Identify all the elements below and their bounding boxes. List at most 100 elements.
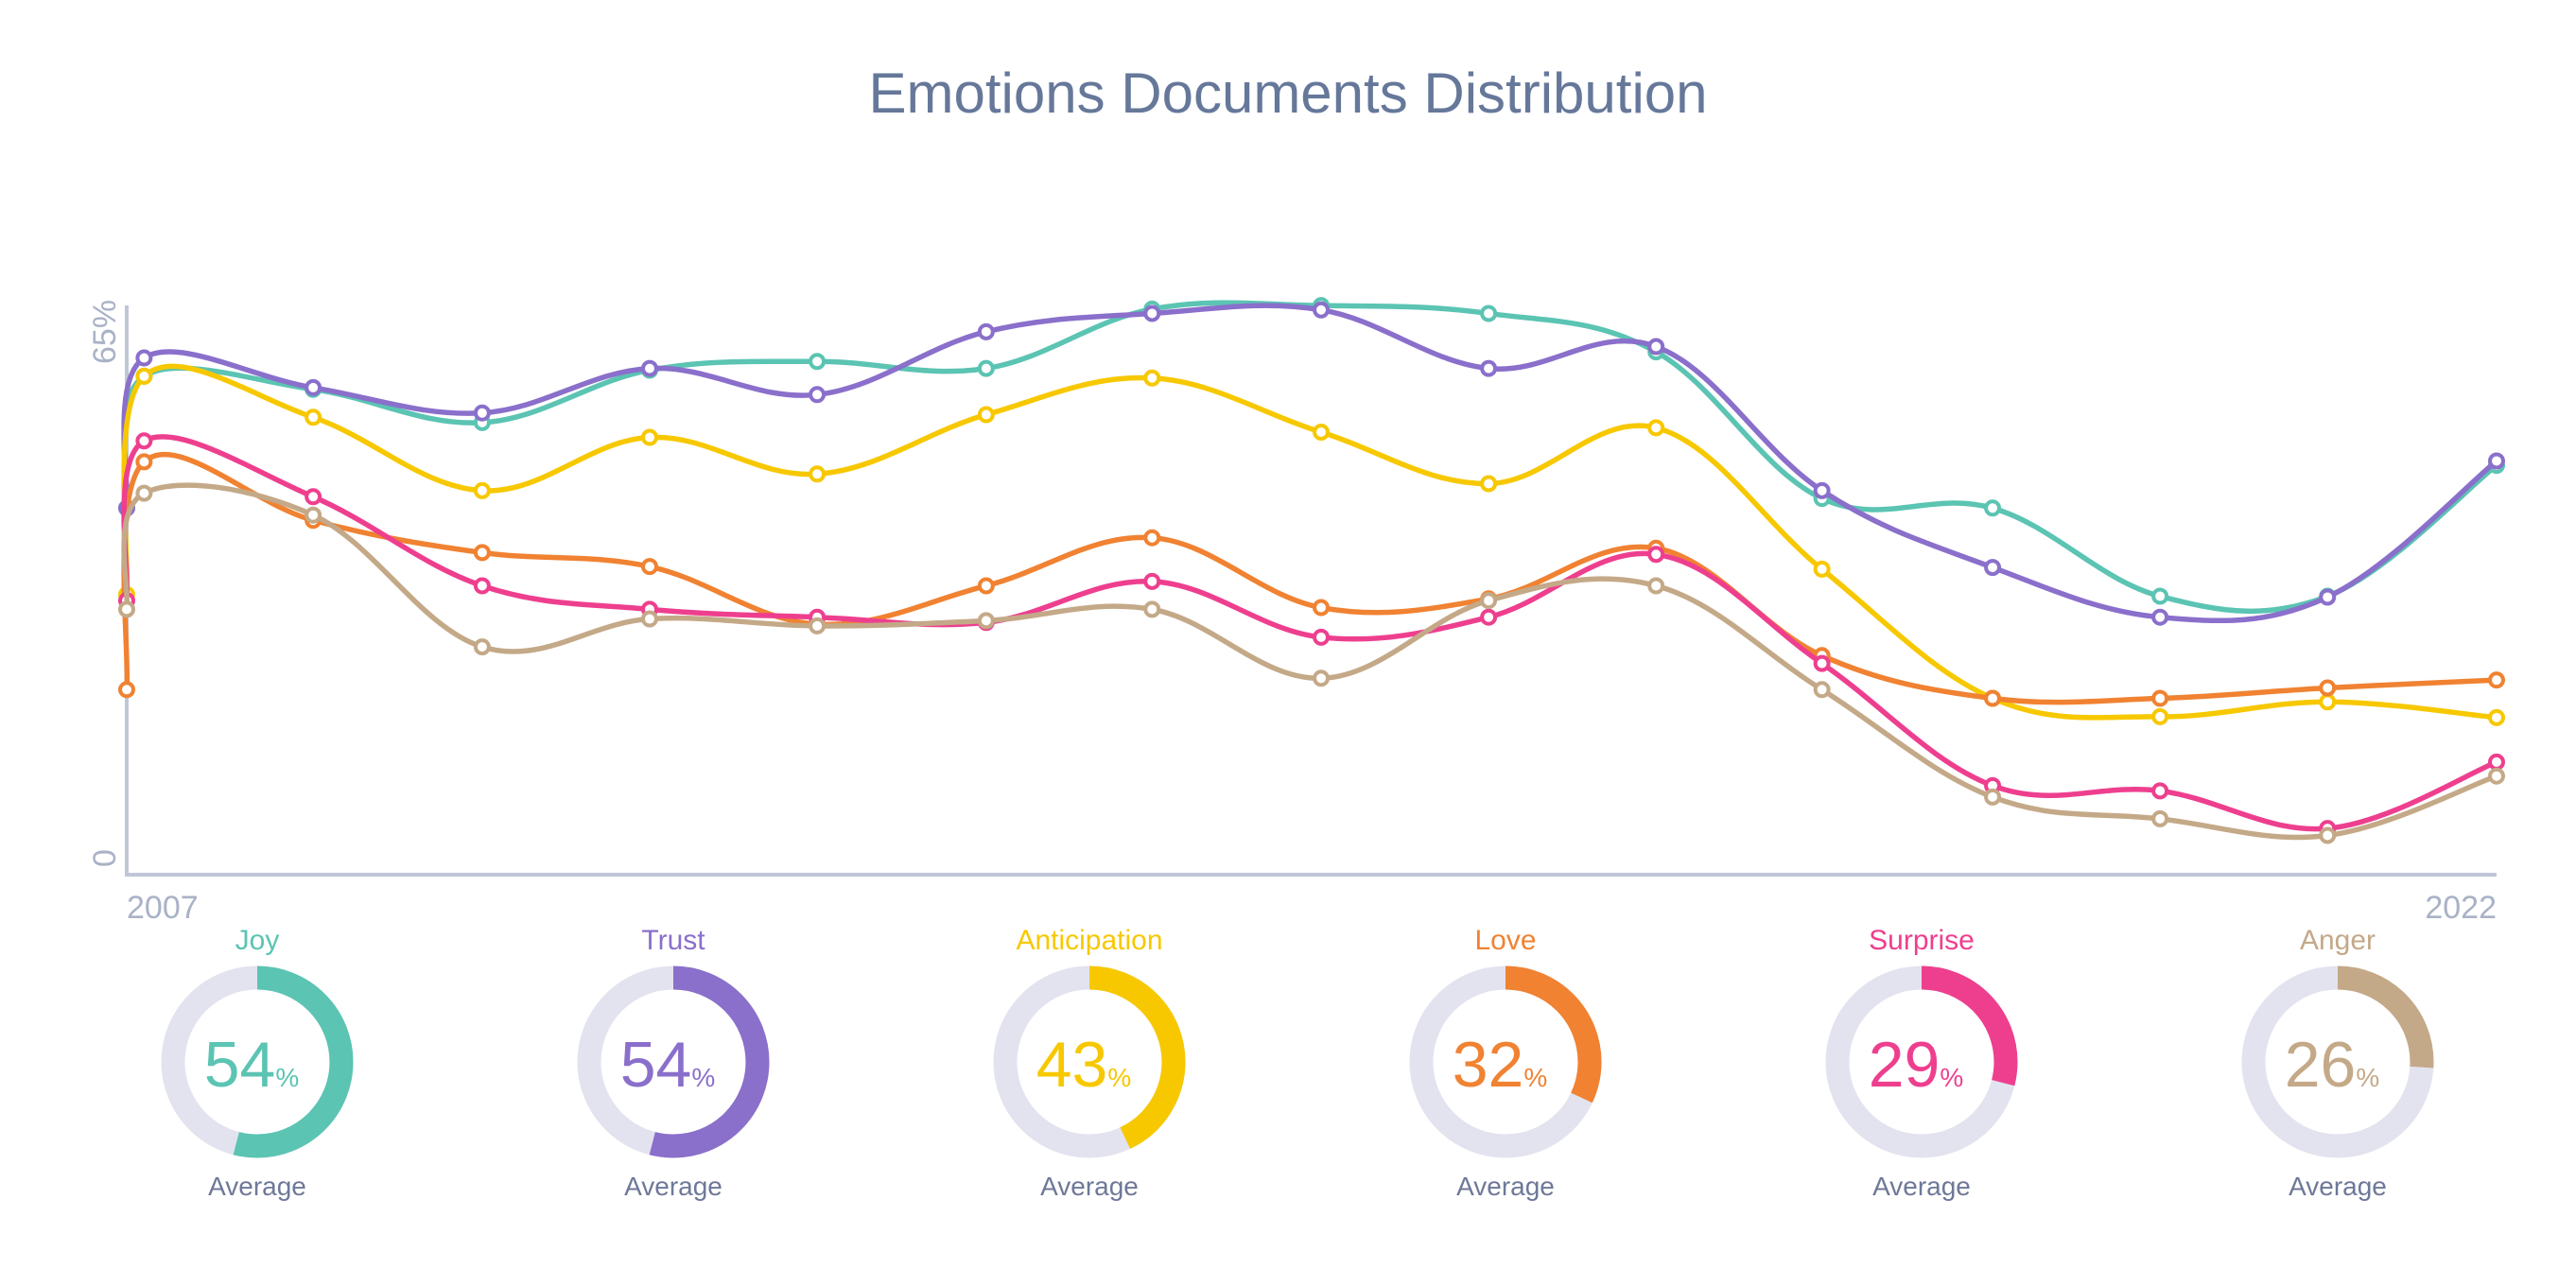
x-tick-label: 2007 [127, 890, 199, 926]
data-point-joy[interactable] [1480, 304, 1498, 322]
data-point-love[interactable] [2488, 671, 2505, 689]
data-point-anticipation[interactable] [1647, 419, 1665, 437]
data-point-trust[interactable] [1313, 301, 1331, 319]
series-joy [118, 297, 2505, 615]
donut-fill [1825, 965, 2018, 1158]
data-point-surprise[interactable] [135, 432, 153, 450]
data-point-joy[interactable] [1984, 499, 2002, 517]
donut-ring: 54% [161, 965, 354, 1158]
data-point-anticipation[interactable] [1480, 475, 1498, 493]
series-lines [118, 297, 2505, 844]
data-point-anger[interactable] [305, 506, 322, 524]
data-point-trust[interactable] [809, 386, 827, 404]
donut-caption: Average [208, 1172, 306, 1201]
data-point-anger[interactable] [2151, 809, 2169, 827]
data-point-anger[interactable] [977, 612, 995, 630]
data-point-anticipation[interactable] [977, 406, 995, 424]
data-point-trust[interactable] [2488, 452, 2505, 470]
data-point-trust[interactable] [977, 322, 995, 340]
data-point-anger[interactable] [1313, 669, 1331, 687]
line-anger [121, 482, 2498, 841]
data-point-surprise[interactable] [305, 488, 322, 506]
line-surprise [121, 434, 2498, 832]
data-point-anticipation[interactable] [1143, 369, 1161, 387]
data-point-trust[interactable] [1984, 559, 2002, 577]
data-point-trust[interactable] [1143, 304, 1161, 322]
data-point-surprise[interactable] [1143, 572, 1161, 590]
data-point-anger[interactable] [1143, 600, 1161, 618]
data-point-anger[interactable] [473, 638, 491, 656]
data-point-love[interactable] [2151, 689, 2169, 707]
data-point-trust[interactable] [135, 349, 153, 367]
data-point-trust[interactable] [1813, 481, 1831, 499]
series-anger [118, 482, 2505, 844]
data-point-anticipation[interactable] [135, 367, 153, 385]
data-point-joy[interactable] [2151, 587, 2169, 605]
data-point-anticipation[interactable] [1313, 424, 1331, 441]
data-point-joy[interactable] [809, 353, 827, 371]
donut-caption: Average [1040, 1172, 1139, 1201]
data-point-anticipation[interactable] [2488, 708, 2505, 726]
donut-caption: Average [624, 1172, 722, 1201]
data-point-surprise[interactable] [1647, 546, 1665, 564]
data-point-anticipation[interactable] [2151, 707, 2169, 725]
data-point-anticipation[interactable] [305, 409, 322, 426]
series-anticipation [118, 363, 2505, 726]
data-point-anticipation[interactable] [1813, 560, 1831, 578]
data-point-trust[interactable] [2151, 608, 2169, 626]
data-point-love[interactable] [1313, 599, 1331, 617]
data-point-surprise[interactable] [1813, 654, 1831, 672]
data-point-anger[interactable] [1480, 592, 1498, 610]
donut-anticipation: Anticipation 43% Average [966, 922, 1212, 1202]
data-point-love[interactable] [640, 558, 658, 576]
data-point-surprise[interactable] [473, 577, 491, 595]
donut-surprise: Surprise 29% Average [1799, 922, 2045, 1202]
data-point-anticipation[interactable] [640, 428, 658, 446]
data-point-anger[interactable] [2319, 826, 2337, 844]
data-point-anger[interactable] [135, 484, 153, 502]
donut-value: 32% [1453, 1029, 1548, 1101]
data-point-surprise[interactable] [1313, 628, 1331, 646]
line-anticipation [121, 363, 2498, 721]
data-point-love[interactable] [473, 544, 491, 562]
data-point-anger[interactable] [1813, 681, 1831, 699]
data-point-love[interactable] [118, 681, 135, 699]
series-trust [118, 301, 2505, 626]
data-point-surprise[interactable] [2151, 782, 2169, 800]
data-point-anticipation[interactable] [809, 465, 827, 483]
line-love [121, 452, 2498, 705]
data-point-anger[interactable] [640, 610, 658, 628]
donut-value: 54% [620, 1029, 716, 1101]
data-point-trust[interactable] [305, 378, 322, 396]
y-tick-label: 0 [87, 849, 123, 867]
data-point-anger[interactable] [1647, 577, 1665, 595]
donut-value: 26% [2285, 1029, 2380, 1101]
data-point-anger[interactable] [2488, 767, 2505, 785]
data-point-surprise[interactable] [1480, 608, 1498, 626]
donut-value: 29% [1869, 1029, 1964, 1101]
donut-fill [993, 965, 1186, 1158]
data-point-joy[interactable] [977, 359, 995, 377]
data-point-love[interactable] [977, 577, 995, 595]
data-point-surprise[interactable] [2488, 753, 2505, 771]
donut-label: Trust [641, 925, 705, 956]
data-point-love[interactable] [1984, 689, 2002, 707]
donut-joy: Joy 54% Average [134, 922, 380, 1202]
line-chart: 65% 0 2007 2022 [87, 297, 2505, 926]
data-point-anger[interactable] [118, 600, 135, 618]
data-point-trust[interactable] [1647, 338, 1665, 356]
data-point-love[interactable] [1143, 529, 1161, 547]
data-point-love[interactable] [2319, 679, 2337, 697]
data-point-anger[interactable] [1984, 788, 2002, 806]
donut-ring: 43% [993, 965, 1186, 1158]
data-point-anticipation[interactable] [473, 481, 491, 499]
data-point-love[interactable] [135, 453, 153, 471]
data-point-trust[interactable] [640, 359, 658, 377]
data-point-trust[interactable] [2319, 588, 2337, 606]
donut-caption: Average [1456, 1172, 1555, 1201]
data-point-anger[interactable] [809, 617, 827, 634]
data-point-trust[interactable] [473, 404, 491, 422]
donut-ring: 54% [577, 965, 770, 1158]
data-point-anticipation[interactable] [2319, 693, 2337, 711]
data-point-trust[interactable] [1480, 359, 1498, 377]
